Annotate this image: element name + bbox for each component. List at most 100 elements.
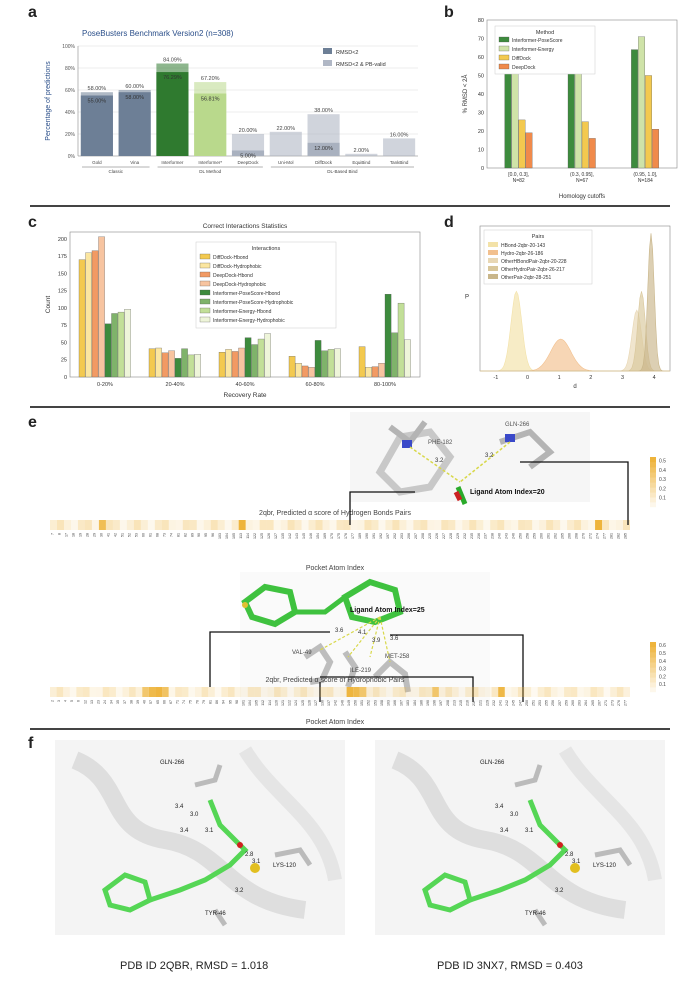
heatmap-cell	[602, 520, 610, 530]
heatmap-cell	[308, 520, 316, 530]
x-tick-label: EquiBind	[352, 160, 371, 165]
legend-title: Interactions	[252, 246, 281, 252]
heatmap-cell	[525, 520, 533, 530]
colorbar-segment	[650, 472, 656, 478]
colorbar-tick-label: 0.4	[659, 659, 666, 665]
bar-top-label: 16.00%	[390, 132, 409, 138]
separator-bottom	[30, 728, 670, 730]
bar	[574, 62, 582, 169]
heatmap-tick-label: 28	[85, 533, 89, 537]
heatmap-tick-label: 272	[589, 533, 593, 539]
bar	[334, 348, 341, 378]
heatmap-tick-label: 135	[281, 533, 285, 539]
heatmap-tick-label: 242	[505, 700, 509, 706]
group-label: DL Method	[199, 169, 221, 174]
colorbar-segment	[650, 647, 656, 653]
colorbar-tick-label: 0.6	[659, 643, 666, 649]
heatmap-tick-label: 105	[232, 533, 236, 539]
heatmap-cell	[392, 687, 400, 697]
distance-label: 3.4	[175, 804, 184, 810]
bar	[168, 350, 175, 378]
distance-label: 2.8	[565, 852, 574, 858]
legend-label: Hydro-2qbr-26-186	[501, 251, 543, 257]
bar	[218, 351, 226, 378]
heatmap-tick-label: 266	[568, 533, 572, 539]
legend-label: Interformer-Energy	[512, 47, 554, 53]
density-curve	[480, 233, 670, 372]
heatmap-tick-label: 150	[353, 700, 357, 706]
heatmap-tick-label: 29	[92, 533, 96, 537]
y-tick-label: 20%	[65, 132, 76, 138]
heatmap-cell	[581, 520, 589, 530]
pose-render-2qbr	[55, 740, 345, 935]
heatmap-cell	[434, 520, 442, 530]
heatmap-cell	[287, 687, 294, 697]
legend-label: DeepDock-Hydrophobic	[213, 282, 267, 288]
bar	[308, 367, 315, 378]
heatmap-tick-label: 260	[540, 533, 544, 539]
heatmap-cell	[102, 687, 110, 697]
panel-label-b: b	[444, 4, 454, 21]
heatmap-cell	[623, 687, 630, 697]
heatmap-cell	[564, 687, 571, 697]
heatmap-tick-label: 114	[246, 533, 250, 539]
y-tick-label: 200	[58, 237, 67, 243]
heatmap-tick-label: 42	[113, 533, 117, 537]
heatmap-cell	[50, 687, 57, 697]
heatmap-tick-label: 142	[334, 700, 338, 706]
heatmap-tick-label: 12	[83, 700, 87, 704]
residue-label-lys120: LYS-120	[273, 863, 297, 869]
heatmap-tick-label: 208	[446, 700, 450, 706]
heatmap-cell	[181, 687, 189, 697]
heatmap-cell	[595, 520, 603, 530]
chart-c-interactions: Correct Interactions Statistics 0 25 50 75 10…	[45, 223, 421, 399]
hbond-heatmap-xlabel: Pocket Atom Index	[306, 565, 365, 572]
y-tick-label: 50	[478, 74, 484, 80]
bar-top-label: 84.09%	[163, 58, 182, 64]
legend-label: Interformer-Energy-Hydrophobic	[213, 318, 285, 324]
heatmap-cell	[504, 520, 512, 530]
heatmap-tick-label: 261	[547, 533, 551, 539]
colorbar-segment	[650, 467, 656, 473]
pose-render-3nx7	[375, 740, 665, 935]
panel-e-interaction-maps: PHE-182 GLN-266 3.2 3.2 Ligand Atom Inde…	[50, 412, 666, 726]
heatmap-tick-label: 184	[413, 700, 417, 706]
colorbar-segment	[650, 487, 656, 493]
heatmap-tick-label: 277	[603, 533, 607, 539]
heatmap-tick-label: 94	[222, 700, 226, 704]
heatmap-tick-label: 259	[533, 533, 537, 539]
heatmap-cell	[413, 520, 421, 530]
heatmap-cell	[313, 687, 321, 697]
heatmap-cell	[315, 520, 323, 530]
x-tick-label: TankBind	[390, 160, 409, 165]
heatmap-cell	[63, 520, 71, 530]
distance-label: 3.6	[335, 628, 344, 634]
heatmap-tick-label: 167	[400, 700, 404, 706]
heatmap-tick-label: 232	[492, 700, 496, 706]
heatmap-cell	[350, 520, 358, 530]
legend-swatch	[488, 242, 498, 247]
heatmap-cell	[570, 687, 578, 697]
heatmap-cell	[616, 687, 624, 697]
heatmap-cell	[307, 687, 314, 697]
heatmap-cell	[511, 687, 518, 697]
heatmap-tick-label: 216	[466, 700, 470, 706]
heatmap-cell	[56, 687, 64, 697]
heatmap-tick-label: 190	[365, 533, 369, 539]
residue-label-tyr46: TYR-46	[525, 911, 546, 917]
heatmap-cell	[56, 520, 64, 530]
heatmap-cell	[448, 520, 456, 530]
x-tick-label: 60-80%	[306, 382, 325, 388]
y-tick-label: 30	[478, 111, 484, 117]
heatmap-tick-label: 37	[123, 700, 127, 704]
heatmap-cell	[238, 520, 246, 530]
panel-f-pose-comparison: GLN-266 LYS-120 TYR-46 3.4 3.0 3.4 3.1 2…	[55, 740, 665, 935]
heatmap-tick-label: 213	[452, 700, 456, 706]
legend-swatch	[488, 258, 498, 263]
legend-box	[195, 241, 337, 329]
heatmap-cell	[175, 520, 183, 530]
x-axis-label: Homology cutoffs	[559, 194, 605, 200]
heatmap-tick-label: 113	[239, 533, 243, 539]
heatmap-tick-label: 95	[228, 700, 232, 704]
bar	[588, 138, 596, 169]
